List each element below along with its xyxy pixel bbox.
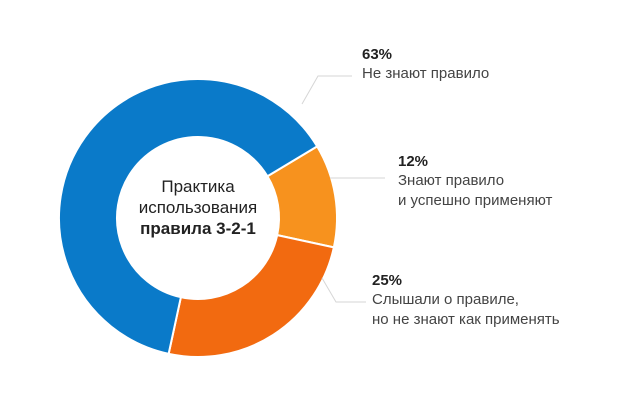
leader-heard bbox=[321, 277, 366, 303]
slice-not-know bbox=[58, 78, 319, 356]
center-title-line-2: использования bbox=[138, 198, 258, 217]
label-heard-text-1: Слышали о правиле, bbox=[372, 291, 519, 308]
center-title-line-3: правила 3-2-1 bbox=[140, 219, 256, 238]
label-know-apply-text-2: и успешно применяют bbox=[398, 192, 553, 209]
label-not-know: 63% Не знают правило bbox=[362, 46, 489, 84]
label-not-know-text: Не знают правило bbox=[362, 65, 490, 82]
chart-center-title: Практика использования правила 3-2-1 bbox=[118, 176, 278, 239]
label-heard: 25% Слышали о правиле, но не знают как п… bbox=[372, 272, 560, 330]
label-know-apply: 12% Знают правило и успешно применяют bbox=[398, 153, 552, 211]
label-heard-percent: 25% bbox=[372, 272, 403, 289]
label-not-know-percent: 63% bbox=[362, 46, 393, 63]
label-heard-text-2: но не знают как применять bbox=[372, 311, 560, 328]
label-know-apply-percent: 12% bbox=[398, 153, 429, 170]
label-know-apply-text-1: Знают правило bbox=[398, 172, 505, 189]
leader-not-know bbox=[301, 75, 352, 105]
center-title-line-1: Практика bbox=[161, 177, 235, 196]
slice-heard bbox=[167, 233, 336, 358]
